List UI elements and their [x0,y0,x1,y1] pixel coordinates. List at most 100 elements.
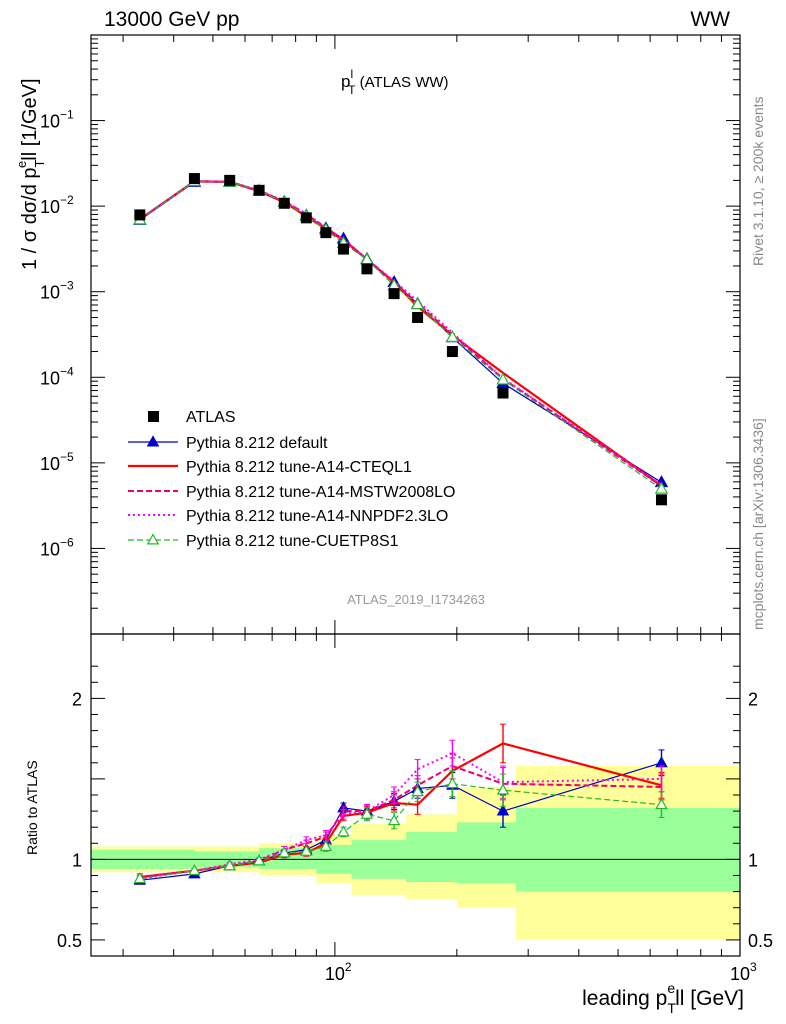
ratio-series-marker-4 [337,825,350,837]
ratio-y-tick-label: 2 [72,689,82,709]
x-axis-label-a: leading p [582,987,667,1010]
atlas-data-point [361,263,373,275]
legend-label-1: Pythia 8.212 tune-A14-CTEQL1 [186,459,412,476]
atlas-data-point [655,494,667,506]
ratio-series-marker-4 [252,854,266,866]
atlas-data-point [320,227,332,239]
ratio-y-tick-label-right: 0.5 [748,931,773,951]
ratio-y-tick-label-right: 2 [748,689,758,709]
atlas-data-point [134,209,146,221]
ratio-series-line-3 [139,752,662,880]
y-tick-label: 10−2 [40,193,74,217]
x-axis-label-b: ll [GeV] [675,987,744,1010]
main-series-layer [133,173,669,506]
y-tick-label: 10−6 [40,535,74,559]
x-tick-label: 102 [325,960,352,984]
ratio-series-marker-0 [496,804,510,816]
ratio-series-marker-4 [496,783,510,795]
x-tick-label: 103 [730,960,757,984]
analysis-label: ATLAS_2019_I1734263 [347,592,485,607]
ratio-series-marker-4 [319,839,333,851]
y-axis-label: 1 / σ dσ/d pTell [1/GeV] [14,78,47,270]
atlas-data-point [300,212,312,224]
atlas-data-point [253,184,265,196]
main-series-marker-4 [654,481,669,494]
main-series-line-3 [139,180,663,486]
process-label: WW [690,8,730,31]
y-axis-label-sup: e [14,161,29,168]
legend-label-2: Pythia 8.212 tune-A14-MSTW2008LO [186,484,455,501]
main-title-suffix: (ATLAS WW) [355,74,448,91]
legend-label-3: Pythia 8.212 tune-A14-NNPDF2.3LO [186,508,448,525]
ratio-series-marker-4 [411,785,424,797]
y-tick-label-exponent: −5 [60,450,74,464]
ratio-series-marker-4 [300,844,313,856]
ratio-series-marker-4 [188,863,201,876]
y-tick-label: 10−4 [40,364,74,388]
x-tick-label-base: 10 [730,964,750,984]
atlas-data-point [497,387,509,399]
y-tick-label-exponent: −3 [60,279,74,293]
main-series-marker-4 [410,297,425,310]
y-tick-label-exponent: −2 [60,193,74,207]
y-tick-label-base: 10 [40,112,60,132]
ratio-y-tick-label: 1 [72,850,82,870]
y-tick-label: 10−3 [40,279,74,303]
green-uncertainty-band [91,807,740,892]
ratio-series-marker-4 [133,871,147,884]
y-tick-label: 10−5 [40,450,74,474]
ratio-series-marker-4 [278,846,291,858]
main-title-sub: T [348,83,356,97]
ratio-series-marker-4 [446,777,459,789]
y-axis-label-sub: T [32,159,47,167]
main-title-base: p [341,72,350,91]
atlas-data-point [188,173,200,185]
legend-marker-0 [146,435,160,447]
atlas-data-point [388,288,400,300]
y-tick-label-base: 10 [40,539,60,559]
atlas-data-point [412,311,424,323]
x-tick-label-exponent: 3 [750,960,757,974]
legend-label-4: Pythia 8.212 tune-CUETP8S1 [186,533,399,550]
x-tick-label-base: 10 [325,964,345,984]
main-series-marker-4 [496,372,510,385]
rivet-label: Rivet 3.1.10, ≥ 200k events [750,96,766,266]
legend-atlas-marker [148,411,159,422]
y-tick-label: 10−1 [40,108,74,132]
x-axis-label-sub: T [667,1000,676,1016]
ratio-series-marker-4 [655,797,668,810]
ratio-series-marker-4 [360,807,374,819]
ratio-y-tick-label: 0.5 [57,931,82,951]
y-axis-label-a: 1 / σ dσ/d p [19,167,41,270]
atlas-data-point [446,346,458,358]
ratio-y-tick-label-right: 1 [748,850,758,870]
atlas-data-point [224,174,236,186]
ratio-series-layer [133,723,668,885]
ratio-series-marker-0 [655,756,668,768]
ratio-series-marker-4 [223,859,236,871]
energy-label: 13000 GeV pp [104,8,239,31]
y-axis-label-b: ll [1/GeV] [19,78,41,160]
y-tick-label-base: 10 [40,454,60,474]
y-tick-label-exponent: −4 [60,364,74,378]
y-tick-label-base: 10 [40,197,60,217]
y-tick-label-base: 10 [40,368,60,388]
x-axis-label-sup: e [667,980,675,996]
main-title: pl T (ATLAS WW) [341,67,449,97]
y-tick-label-base: 10 [40,283,60,303]
legend: ATLAS Pythia 8.212 default Pythia 8.212 tu… [128,409,455,550]
mcplots-label: mcplots.cern.ch [arXiv:1306.3436] [750,418,766,630]
main-series-marker-4 [445,329,460,343]
x-tick-label-exponent: 2 [345,960,352,974]
legend-atlas-label: ATLAS [186,409,236,426]
ratio-series-line-4 [139,783,662,880]
ratio-axis-label: Ratio to ATLAS [24,760,40,855]
main-series-line-4 [139,180,662,490]
x-axis-label: leading pTell [GeV] [582,980,744,1016]
main-title-sup: l [350,67,353,81]
y-tick-label-exponent: −6 [60,535,74,549]
atlas-data-point [278,197,290,209]
legend-marker-4 [146,533,160,545]
